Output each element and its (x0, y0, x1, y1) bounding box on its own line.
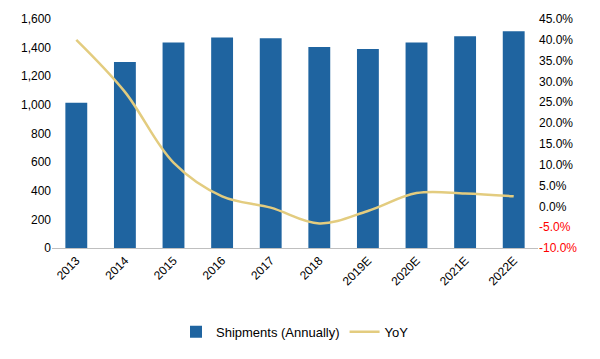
svg-text:600: 600 (31, 155, 51, 169)
svg-text:-5.0%: -5.0% (539, 220, 571, 234)
svg-text:1,000: 1,000 (21, 98, 51, 112)
svg-text:30.0%: 30.0% (539, 75, 573, 89)
svg-text:1,600: 1,600 (21, 12, 51, 26)
svg-text:200: 200 (31, 213, 51, 227)
svg-text:400: 400 (31, 184, 51, 198)
svg-text:0: 0 (44, 241, 51, 255)
svg-text:YoY: YoY (385, 325, 409, 340)
svg-text:2020E: 2020E (388, 254, 422, 288)
svg-text:35.0%: 35.0% (539, 54, 573, 68)
svg-text:2018: 2018 (297, 254, 326, 283)
svg-text:2015: 2015 (151, 254, 180, 283)
svg-text:0.0%: 0.0% (539, 200, 567, 214)
svg-text:15.0%: 15.0% (539, 137, 573, 151)
svg-text:1,400: 1,400 (21, 41, 51, 55)
svg-text:-10.0%: -10.0% (539, 241, 577, 255)
svg-text:10.0%: 10.0% (539, 158, 573, 172)
svg-text:25.0%: 25.0% (539, 95, 573, 109)
svg-text:2013: 2013 (54, 254, 83, 283)
svg-text:2021E: 2021E (437, 254, 471, 288)
svg-text:20.0%: 20.0% (539, 116, 573, 130)
svg-text:2019E: 2019E (340, 254, 374, 288)
svg-text:800: 800 (31, 127, 51, 141)
svg-text:2022E: 2022E (486, 254, 520, 288)
svg-text:5.0%: 5.0% (539, 179, 567, 193)
svg-text:40.0%: 40.0% (539, 33, 573, 47)
svg-text:2014: 2014 (102, 254, 131, 283)
svg-text:2016: 2016 (200, 254, 229, 283)
svg-text:Shipments (Annually): Shipments (Annually) (216, 325, 340, 340)
svg-text:45.0%: 45.0% (539, 12, 573, 26)
svg-text:2017: 2017 (248, 254, 277, 283)
svg-text:1,200: 1,200 (21, 69, 51, 83)
